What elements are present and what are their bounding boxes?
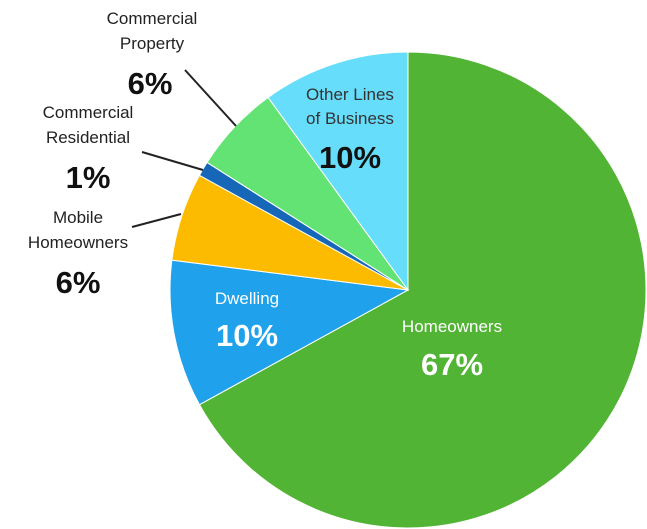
slice-label-1-line-0: Dwelling	[215, 289, 279, 308]
slice-label-2-line-0: Mobile	[53, 208, 103, 227]
slice-label-5-line-0: Other Lines	[306, 85, 394, 104]
slice-labels: Homeowners 67% Dwelling 10% Mobile Homeowners…	[28, 9, 502, 382]
leader-line-4	[184, 69, 237, 127]
pie-slice-0	[198, 51, 647, 529]
slice-value-label-0: 67%	[421, 347, 483, 382]
slice-label-5-line-1: of Business	[306, 109, 394, 128]
slice-value-label-3: 1%	[66, 160, 111, 195]
pie-slices	[169, 51, 647, 529]
leader-lines	[131, 69, 237, 228]
slice-label-2-line-1: Homeowners	[28, 233, 128, 252]
slice-label-4-line-1: Property	[120, 34, 185, 53]
leader-line-3	[141, 151, 204, 171]
slice-value-label-1: 10%	[216, 318, 278, 353]
slice-label-3-line-0: Commercial	[43, 103, 134, 122]
leader-line-2	[131, 213, 182, 228]
slice-value-label-2: 6%	[56, 265, 101, 300]
slice-value-label-5: 10%	[319, 140, 381, 175]
slice-label-4-line-0: Commercial	[107, 9, 198, 28]
slice-value-label-4: 6%	[128, 66, 173, 101]
slice-label-0-line-0: Homeowners	[402, 317, 502, 336]
pie-slice-1	[169, 259, 410, 406]
slice-label-3-line-1: Residential	[46, 128, 130, 147]
pie-slice-5	[267, 51, 409, 292]
